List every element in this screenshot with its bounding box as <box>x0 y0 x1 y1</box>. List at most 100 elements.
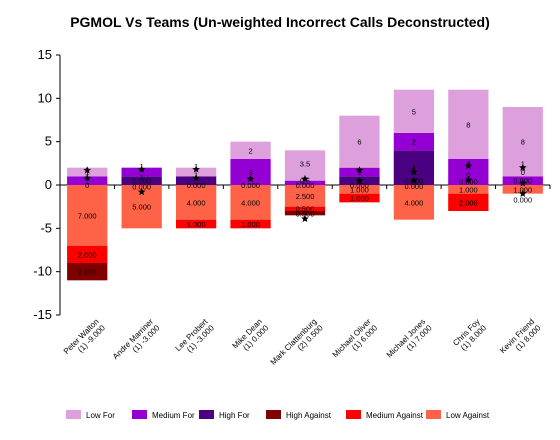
bar-low-against <box>175 185 217 220</box>
y-tick-label: -5 <box>40 220 52 235</box>
star-marker <box>137 165 146 173</box>
y-tick-label: 15 <box>38 47 52 62</box>
star-marker <box>355 176 364 184</box>
legend-item: Low Against <box>426 410 490 420</box>
y-tick-label: -10 <box>33 264 52 279</box>
bar-low-against <box>448 185 489 194</box>
data-label: 0.000 <box>404 182 423 191</box>
data-label: 1.000 <box>350 194 369 203</box>
data-label: 1.000 <box>350 185 369 194</box>
legend-label: Low Against <box>446 411 490 420</box>
star-marker <box>137 187 146 196</box>
data-label: 1.000 <box>187 220 206 229</box>
bar-low-against <box>67 185 108 246</box>
bar-medium-against <box>67 245 108 263</box>
data-label: 1.000 <box>459 185 478 194</box>
markers <box>83 161 527 223</box>
bar-high-against <box>284 211 326 216</box>
data-label: 5 <box>412 107 416 116</box>
star-marker <box>410 176 418 184</box>
data-label: 8 <box>521 138 525 147</box>
legend-swatch <box>266 410 281 419</box>
data-label: 2 <box>412 138 416 147</box>
data-label: 0.000 <box>187 181 206 190</box>
data-label: 0.000 <box>513 196 532 205</box>
bar-medium-against <box>339 193 380 203</box>
data-label: 4.000 <box>187 198 206 207</box>
bar-medium-for <box>393 133 435 151</box>
bar-medium-against <box>175 219 217 229</box>
bar-low-for <box>230 141 271 159</box>
data-label: 2.000 <box>78 250 97 259</box>
legend-swatch <box>346 410 361 419</box>
data-label: 1 <box>85 168 89 177</box>
data-label: 2.000 <box>459 198 478 207</box>
data-label: 0.000 <box>241 181 260 190</box>
category-label: Mark Clattenburg(2) 0.500 <box>269 317 325 367</box>
chart-title: PGMOL Vs Teams (Un-weighted Incorrect Ca… <box>70 14 490 30</box>
star-marker <box>355 166 364 174</box>
data-label: 2.000 <box>78 268 97 277</box>
category-label: Peter Walton(1) -9.000 <box>62 317 108 356</box>
category-labels: Peter Walton(1) -9.000 Andre Marriner(1) … <box>62 317 543 367</box>
category-label: Lee Probert(1) -3.000 <box>174 317 217 355</box>
star-marker <box>192 165 200 173</box>
bar-low-against <box>339 185 380 194</box>
data-label: 1 <box>140 172 144 181</box>
legend-label: Medium For <box>152 411 195 420</box>
legend-label: Medium Against <box>366 411 424 420</box>
legend-item: Medium For <box>132 410 195 420</box>
star-marker <box>410 168 418 176</box>
data-label: 0 <box>466 171 470 180</box>
bar-high-against <box>67 263 108 281</box>
bar-low-for <box>339 115 380 168</box>
star-marker <box>518 179 527 187</box>
data-label: 7.000 <box>78 211 97 220</box>
category-label: Andre Marriner(1) -3.000 <box>111 317 162 361</box>
data-label: 2 <box>248 146 252 155</box>
bar-medium-for <box>67 176 108 185</box>
bar-low-against <box>502 185 543 194</box>
legend-item: High For <box>199 410 250 420</box>
bar-low-for <box>448 89 489 159</box>
bar-high-for <box>121 176 162 185</box>
data-label: 1 <box>85 177 89 186</box>
data-label: 5.000 <box>132 203 151 212</box>
legend-swatch <box>199 410 214 419</box>
legend-label: Low For <box>86 411 115 420</box>
legend-label: High Against <box>286 411 332 420</box>
legend: Low For Medium For High For High Against Med… <box>66 410 490 420</box>
data-label: 0.000 <box>459 178 478 187</box>
star-marker <box>83 166 92 174</box>
data-label: 8 <box>466 120 470 129</box>
star-marker <box>301 214 309 223</box>
bar-medium-against <box>284 206 326 211</box>
category-label: Michael Oliver(1) 6.000 <box>331 317 380 359</box>
category-label: Michael Jones(1) 7.000 <box>385 317 434 360</box>
legend-swatch <box>132 410 147 419</box>
data-label: 0.000 <box>132 177 151 186</box>
data-label: 4.000 <box>404 198 423 207</box>
data-label: 0 <box>85 181 89 190</box>
star-marker <box>464 175 473 184</box>
y-tick-label: 10 <box>38 90 52 105</box>
star-marker <box>192 174 200 182</box>
bar-high-for <box>175 176 217 185</box>
data-label: 0.000 <box>132 183 151 192</box>
legend-item: Low For <box>66 410 115 420</box>
bar-medium-against <box>448 193 489 211</box>
bar-low-for <box>393 89 435 133</box>
bar-low-against <box>284 185 326 207</box>
star-marker <box>301 174 309 183</box>
data-label: 0.500 <box>296 204 315 213</box>
category-label: Chris Foy(1) 8.000 <box>451 317 488 352</box>
category-label: Kevin Friend(1) 8.000 <box>498 317 543 355</box>
data-label: 3.5 <box>300 159 310 168</box>
y-tick-label: 5 <box>45 134 52 149</box>
star-marker <box>464 161 473 170</box>
legend-label: High For <box>219 411 250 420</box>
data-label: 1 <box>357 168 361 177</box>
y-tick-label: 0 <box>45 177 52 192</box>
star-marker <box>518 163 527 171</box>
